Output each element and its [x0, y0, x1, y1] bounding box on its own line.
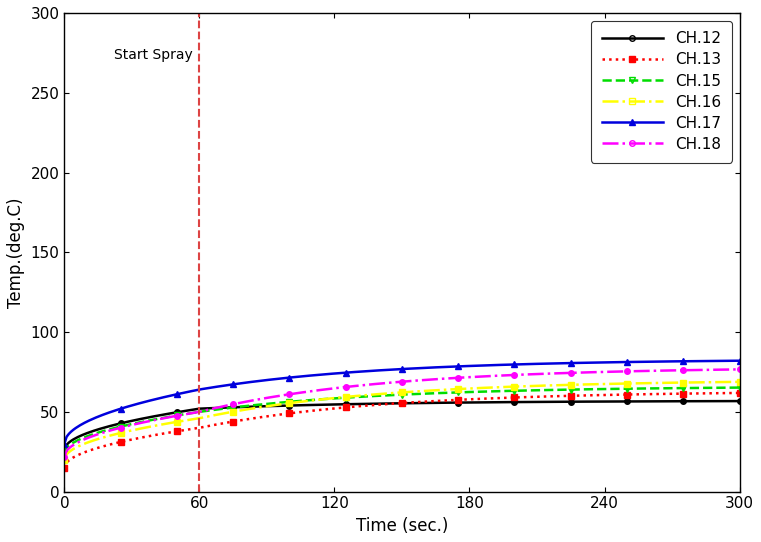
- Line: CH.12: CH.12: [62, 398, 742, 453]
- CH.15: [60, 450, 69, 456]
- CH.15: [521, 387, 530, 393]
- CH.17: [332, 370, 341, 377]
- CH.12: [686, 398, 695, 404]
- Line: CH.17: CH.17: [62, 358, 742, 447]
- CH.16: [332, 395, 341, 401]
- CH.12: [591, 398, 600, 405]
- CH.16: [735, 379, 744, 385]
- CH.18: [60, 453, 69, 460]
- CH.17: [629, 359, 638, 365]
- CH.13: [355, 403, 364, 409]
- Text: Start Spray: Start Spray: [114, 48, 193, 62]
- CH.12: [332, 401, 341, 408]
- Line: CH.16: CH.16: [62, 379, 742, 462]
- CH.17: [355, 369, 364, 375]
- Y-axis label: Temp.(deg.C): Temp.(deg.C): [7, 197, 25, 307]
- CH.17: [60, 441, 69, 447]
- CH.13: [629, 391, 638, 398]
- CH.18: [591, 369, 600, 376]
- CH.15: [355, 393, 364, 400]
- CH.12: [60, 447, 69, 454]
- CH.17: [735, 358, 744, 364]
- CH.13: [60, 464, 69, 471]
- CH.15: [735, 384, 744, 391]
- CH.16: [521, 383, 530, 390]
- CH.18: [521, 371, 530, 378]
- CH.17: [521, 361, 530, 367]
- CH.17: [591, 359, 600, 366]
- CH.18: [686, 367, 695, 373]
- Legend: CH.12, CH.13, CH.15, CH.16, CH.17, CH.18: CH.12, CH.13, CH.15, CH.16, CH.17, CH.18: [591, 21, 732, 163]
- CH.12: [521, 399, 530, 405]
- CH.18: [735, 366, 744, 373]
- CH.15: [686, 385, 695, 391]
- CH.18: [629, 368, 638, 375]
- CH.17: [686, 358, 695, 364]
- CH.12: [355, 401, 364, 407]
- CH.18: [332, 385, 341, 391]
- CH.13: [735, 390, 744, 396]
- CH.13: [521, 394, 530, 401]
- Line: CH.15: CH.15: [62, 385, 742, 456]
- CH.15: [591, 386, 600, 392]
- CH.16: [686, 379, 695, 386]
- X-axis label: Time (sec.): Time (sec.): [356, 517, 448, 535]
- CH.16: [60, 456, 69, 463]
- CH.15: [629, 385, 638, 392]
- CH.16: [629, 380, 638, 386]
- CH.16: [591, 381, 600, 388]
- CH.12: [735, 398, 744, 404]
- CH.18: [355, 382, 364, 389]
- CH.15: [332, 395, 341, 402]
- Line: CH.18: CH.18: [62, 366, 742, 459]
- CH.16: [355, 392, 364, 399]
- CH.13: [686, 390, 695, 397]
- CH.12: [629, 398, 638, 405]
- CH.13: [332, 405, 341, 411]
- CH.13: [591, 392, 600, 398]
- Line: CH.13: CH.13: [62, 390, 742, 470]
